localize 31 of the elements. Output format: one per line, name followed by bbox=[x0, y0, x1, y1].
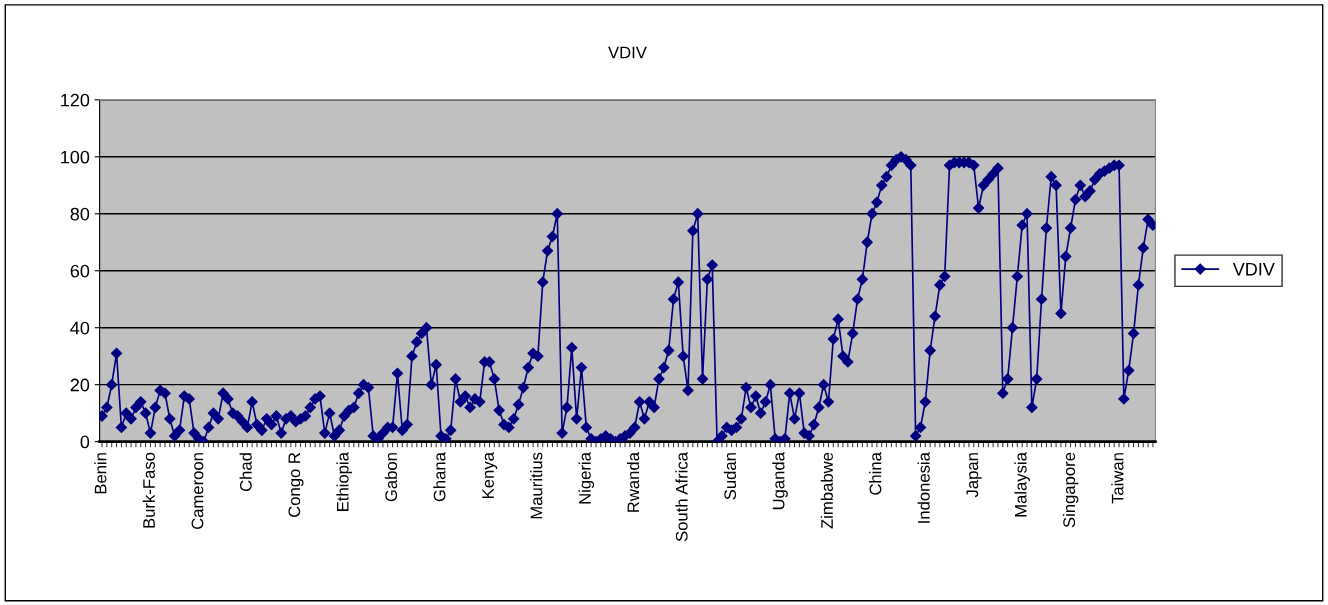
x-tick-label: South Africa bbox=[675, 452, 688, 542]
y-tick-label: 120 bbox=[61, 93, 90, 107]
x-tick-label: Rwanda bbox=[626, 452, 640, 512]
y-tick-label: 20 bbox=[70, 378, 90, 392]
x-tick-label: Malaysia bbox=[1014, 452, 1030, 517]
x-tick-label: Taiwan bbox=[1111, 453, 1124, 504]
x-tick-label: Burk-Faso bbox=[142, 452, 155, 528]
y-tick-label: 60 bbox=[70, 264, 90, 278]
x-tick-label: Zimbabwe bbox=[820, 452, 833, 529]
y-tick-label: 80 bbox=[70, 207, 90, 221]
y-tick-label: 100 bbox=[61, 150, 90, 164]
x-tick-label: Chad bbox=[239, 453, 252, 492]
x-tick-label: Singapore bbox=[1062, 452, 1079, 528]
x-tick-label: Benin bbox=[94, 453, 107, 494]
x-tick-label: Nigeria bbox=[578, 452, 595, 504]
x-tick-label: China bbox=[869, 452, 882, 495]
y-tick-label: 40 bbox=[70, 321, 90, 335]
x-tick-label: Uganda bbox=[772, 452, 788, 510]
x-tick-label: Kenya bbox=[482, 452, 498, 498]
x-tick-label: Japan bbox=[966, 453, 982, 498]
chart-title: VDIV bbox=[608, 46, 647, 59]
x-tick-label: Mauritius bbox=[530, 452, 543, 519]
x-tick-label: Indonesia bbox=[917, 452, 930, 523]
legend-label: VDIV bbox=[1232, 262, 1275, 276]
x-tick-label: Cameroon bbox=[191, 453, 204, 530]
x-tick-label: Gabon bbox=[384, 453, 398, 502]
x-tick-label: Congo R bbox=[288, 452, 304, 517]
x-tick-label: Ghana bbox=[433, 452, 446, 502]
y-tick-label: 0 bbox=[80, 435, 90, 449]
x-tick-label: Ethiopia bbox=[336, 452, 352, 511]
x-tick-label: Sudan bbox=[723, 453, 737, 500]
